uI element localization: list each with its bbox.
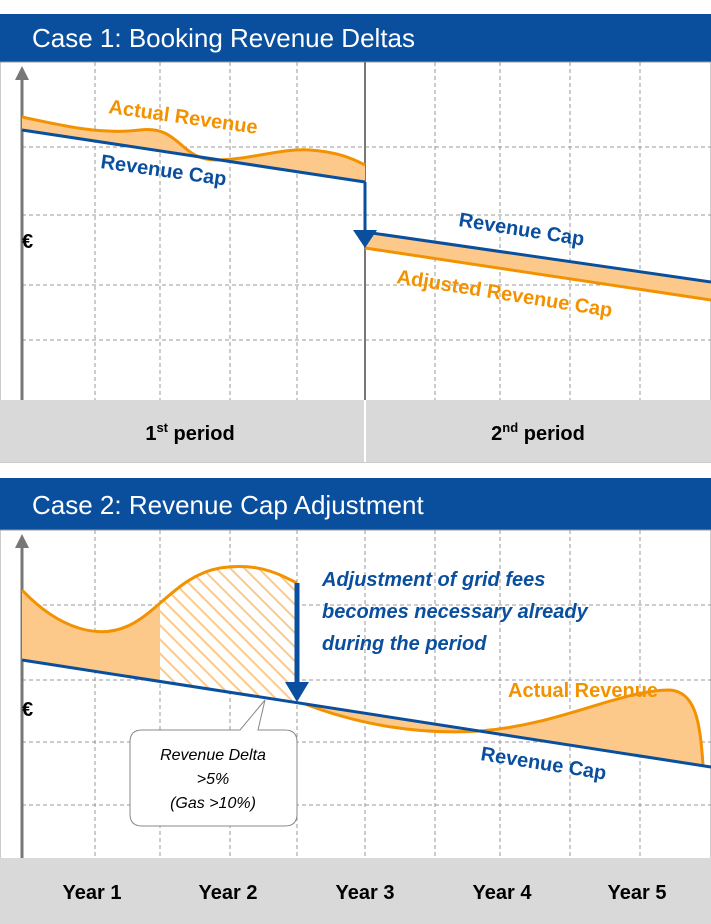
actual-curve bbox=[304, 688, 705, 766]
period-label: 1st period bbox=[145, 420, 234, 445]
axis-arrow bbox=[15, 66, 29, 80]
header-bar bbox=[0, 14, 711, 62]
adjusted-line bbox=[364, 246, 711, 302]
header-bar bbox=[0, 478, 711, 530]
callout-line: (Gas >10%) bbox=[170, 795, 256, 812]
cap-line bbox=[21, 658, 711, 769]
year-label: Year 5 bbox=[608, 882, 667, 904]
year-label: Year 1 bbox=[63, 882, 122, 904]
period-label: 2nd period bbox=[491, 420, 585, 445]
panel-title: Case 1: Booking Revenue Deltas bbox=[32, 23, 415, 53]
axis-label: € bbox=[22, 699, 33, 721]
panel-frame bbox=[0, 529, 711, 924]
callout-text: Revenue Delta >5% (Gas >10%) bbox=[160, 747, 266, 812]
cap-line bbox=[21, 128, 366, 184]
delta-area bbox=[22, 590, 160, 682]
adjust-arrow-head bbox=[285, 682, 309, 702]
shift-arrow-head bbox=[353, 230, 377, 248]
cap-line bbox=[364, 230, 711, 284]
label: Actual Revenue bbox=[508, 680, 658, 702]
adjust-area bbox=[365, 232, 711, 300]
axis-label: € bbox=[22, 231, 33, 253]
callout bbox=[129, 699, 298, 827]
callout-line: Revenue Delta bbox=[160, 747, 266, 764]
note-line: Adjustment of grid fees bbox=[321, 569, 545, 591]
note-line: becomes necessary already bbox=[322, 601, 589, 623]
actual-curve bbox=[20, 564, 298, 633]
delta-area bbox=[22, 117, 365, 182]
delta-area-hatched bbox=[160, 566, 297, 703]
callout-line: >5% bbox=[197, 771, 229, 788]
panel-title: Case 2: Revenue Cap Adjustment bbox=[32, 490, 424, 520]
note-line: during the period bbox=[322, 633, 487, 655]
delta-area bbox=[305, 690, 703, 765]
axis-arrow bbox=[15, 534, 29, 548]
note: Adjustment of grid fees becomes necessar… bbox=[321, 569, 589, 655]
footer bbox=[0, 858, 711, 924]
year-label: Year 4 bbox=[473, 882, 533, 904]
year-label: Year 2 bbox=[199, 882, 258, 904]
year-label: Year 3 bbox=[336, 882, 395, 904]
footer bbox=[0, 400, 711, 462]
